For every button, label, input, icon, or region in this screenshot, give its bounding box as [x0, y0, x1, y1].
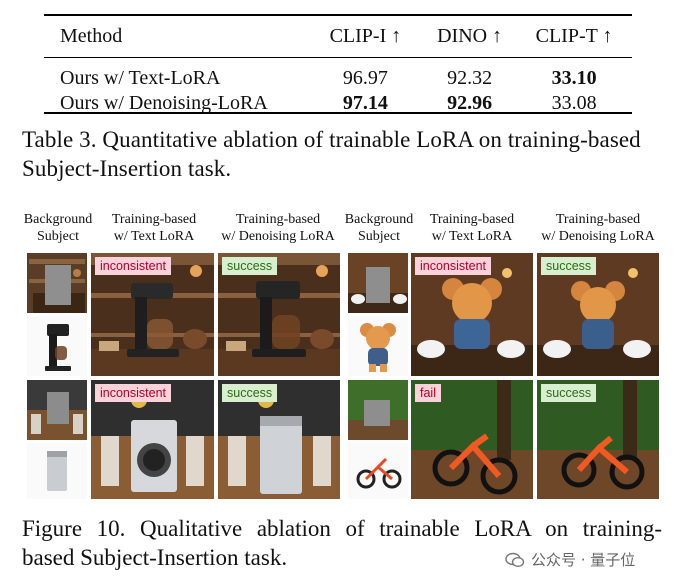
row-clip-t: 33.10 — [551, 67, 597, 89]
result-image-bike-text-lora: fail — [411, 380, 533, 499]
col-header-denoise-lora-left: Training-based w/ Denoising LoRA — [208, 211, 348, 245]
result-image-coffee-text-lora: inconsistent — [91, 253, 214, 376]
col-header-bg-subject-right: Background Subject — [339, 211, 419, 245]
background-dining-image — [27, 380, 87, 440]
table-header-row: Method CLIP-I ↑ DINO ↑ CLIP-T ↑ — [44, 14, 632, 58]
watermark: 公众号 · 量子位 — [505, 549, 635, 570]
header-clip-t: CLIP-T ↑ — [535, 24, 613, 47]
coffee-maker-image — [45, 324, 71, 371]
table-top-rule — [44, 14, 632, 16]
col-header-line: Training-based — [111, 212, 197, 227]
col-header-text-lora-right: Training-based w/ Text LoRA — [412, 211, 532, 245]
table-bottom-rule — [44, 112, 632, 114]
row-clip-i: 96.97 — [342, 67, 388, 89]
header-clip-i: CLIP-I ↑ — [329, 24, 402, 47]
subject-thumbnail-washer — [27, 443, 87, 499]
table-row: Ours w/ Text-LoRA 96.97 92.32 33.10 — [44, 66, 632, 91]
col-header-line: w/ Denoising LoRA — [541, 229, 655, 244]
col-header-line: Training-based — [429, 212, 515, 227]
status-tag-success: success — [222, 257, 278, 275]
col-header-line: Background — [23, 212, 93, 227]
subject-thumbnail-bear — [348, 316, 408, 376]
row-clip-i: 97.14 — [342, 92, 388, 114]
wechat-icon — [505, 552, 525, 567]
result-image-bear-denoise-lora: success — [537, 253, 659, 376]
col-header-text-lora-left: Training-based w/ Text LoRA — [94, 211, 214, 245]
figure-caption-line-1: Figure 10. Qualitative ablation of train… — [22, 516, 662, 541]
col-header-line: w/ Denoising LoRA — [221, 229, 335, 244]
background-thumbnail-coffee — [27, 253, 87, 313]
results-table: Method CLIP-I ↑ DINO ↑ CLIP-T ↑ Ours w/ … — [44, 14, 632, 116]
status-tag-inconsistent: inconsistent — [415, 257, 492, 275]
background-cafe-image — [348, 253, 408, 313]
result-image-washer-denoise-lora: success — [218, 380, 340, 499]
background-forest-image — [348, 380, 408, 440]
figure-caption-line-2: based Subject-Insertion task. — [22, 545, 288, 570]
row-dino: 92.96 — [447, 92, 493, 114]
background-thumbnail-dining — [27, 380, 87, 440]
col-header-line: Training-based — [235, 212, 321, 227]
col-header-line: Subject — [37, 229, 79, 244]
figure-caption: Figure 10. Qualitative ablation of train… — [22, 514, 662, 572]
header-method: Method — [60, 24, 123, 47]
balance-bike-image — [356, 457, 402, 489]
col-header-denoise-lora-right: Training-based w/ Denoising LoRA — [528, 211, 668, 245]
result-image-washer-text-lora: inconsistent — [91, 380, 214, 499]
status-tag-success: success — [541, 257, 597, 275]
result-image-bear-text-lora: inconsistent — [411, 253, 533, 376]
table-caption: Table 3. Quantitative ablation of traina… — [22, 127, 641, 181]
row-method: Ours w/ Text-LoRA — [60, 67, 221, 89]
subject-thumbnail-bike — [348, 443, 408, 499]
row-clip-t: 33.08 — [551, 92, 597, 114]
table-row: Ours w/ Denoising-LoRA 97.14 92.96 33.08 — [44, 91, 632, 116]
status-tag-success: success — [541, 384, 597, 402]
table-mid-rule — [44, 57, 632, 58]
row-method: Ours w/ Denoising-LoRA — [60, 92, 268, 114]
plush-bear-image — [360, 323, 396, 372]
subject-thumbnail-coffee-maker — [27, 316, 87, 376]
status-tag-fail: fail — [415, 384, 441, 402]
col-header-line: Training-based — [555, 212, 641, 227]
status-tag-inconsistent: inconsistent — [95, 384, 172, 402]
result-image-bike-denoise-lora: success — [537, 380, 659, 499]
coffee-scene-image — [91, 253, 214, 376]
col-header-line: Subject — [358, 229, 400, 244]
status-tag-inconsistent: inconsistent — [95, 257, 172, 275]
background-kitchen-image — [27, 253, 87, 313]
status-tag-success: success — [222, 384, 278, 402]
washing-machine-image — [47, 451, 67, 491]
col-header-line: Background — [344, 212, 414, 227]
background-thumbnail-cafe — [348, 253, 408, 313]
row-dino: 92.32 — [447, 67, 493, 89]
bear-scene-image — [537, 253, 659, 376]
col-header-line: w/ Text LoRA — [113, 229, 195, 244]
col-header-bg-subject-left: Background Subject — [18, 211, 98, 245]
col-header-line: w/ Text LoRA — [431, 229, 513, 244]
background-thumbnail-forest — [348, 380, 408, 440]
watermark-text: 公众号 · 量子位 — [531, 551, 636, 569]
result-image-coffee-denoise-lora: success — [218, 253, 340, 376]
header-dino: DINO ↑ — [437, 24, 503, 47]
